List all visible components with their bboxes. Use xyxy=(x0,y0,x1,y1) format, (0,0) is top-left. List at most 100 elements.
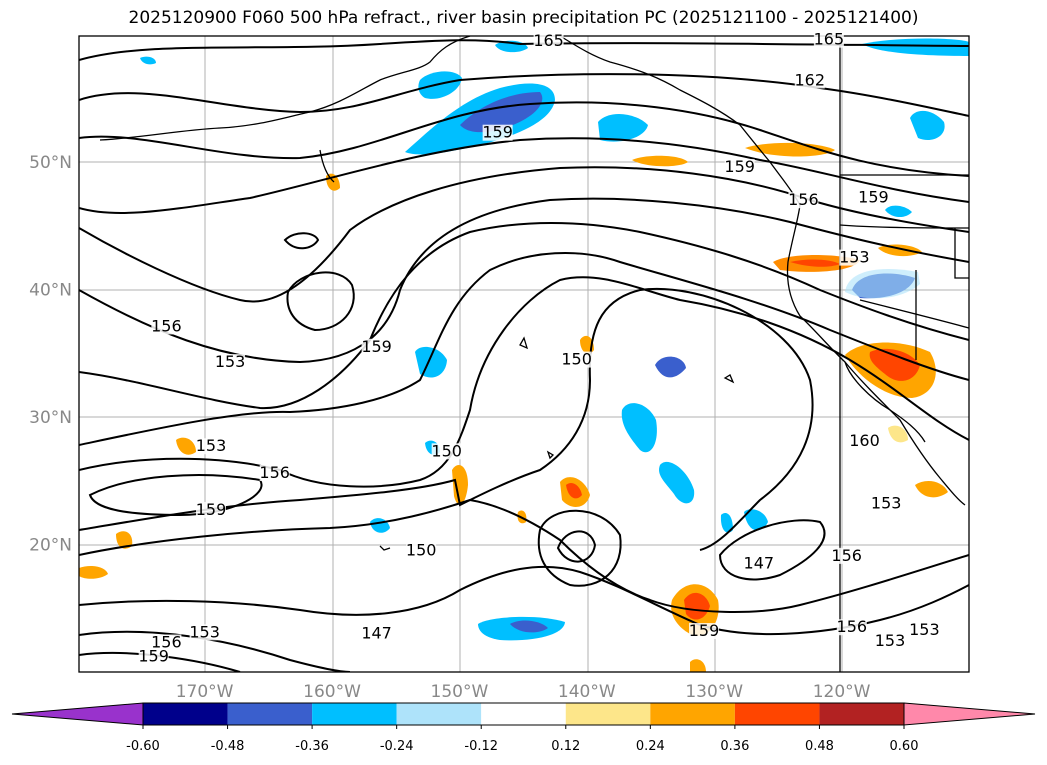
contour-label: 159 xyxy=(724,157,755,176)
contour-label-bg xyxy=(871,495,902,512)
negative-anomaly-bc xyxy=(910,110,945,141)
lat-label: 30°N xyxy=(29,408,72,428)
positive-anomaly-small-2 xyxy=(176,437,196,455)
positive-anomaly-small-4 xyxy=(79,566,108,579)
negative-anomaly-gulf-alaska-core xyxy=(460,92,543,133)
precip-anomaly-shading xyxy=(79,38,969,672)
contour-label-bg xyxy=(794,72,825,89)
contour-label: 156 xyxy=(831,546,862,565)
contour-label: 165 xyxy=(533,31,564,50)
contour-label-bg xyxy=(875,633,906,650)
positive-anomaly-small-8 xyxy=(690,659,706,672)
positive-anomaly-ca-baja-core xyxy=(869,348,920,381)
lon-label: 140°W xyxy=(558,682,616,702)
lon-label: 130°W xyxy=(685,682,743,702)
colorbar-tick-label: 0.36 xyxy=(720,739,749,754)
lon-label: 160°W xyxy=(303,682,361,702)
contour-label-bg xyxy=(839,249,870,266)
contour-label: 153 xyxy=(871,494,902,513)
positive-anomaly-idaho xyxy=(878,244,922,257)
contour-label: 156 xyxy=(151,316,182,335)
contour-label-bg xyxy=(361,338,392,355)
colorbar-segment xyxy=(734,703,820,725)
contour-label-bg xyxy=(151,318,182,335)
colorbar-segment xyxy=(481,703,566,725)
colorbar-tick-label: -0.48 xyxy=(211,739,245,754)
contour-label-bg xyxy=(195,501,226,518)
negative-anomaly-small-2 xyxy=(140,56,156,65)
negative-anomaly-north-pacific xyxy=(598,114,648,142)
contour-label-bg xyxy=(689,623,720,640)
positive-anomaly-small-6 xyxy=(888,425,908,443)
negative-anomaly-nevada-outer xyxy=(845,269,920,299)
positive-anomaly-south-1-core xyxy=(684,592,710,620)
refractivity-contours xyxy=(79,39,969,672)
positive-anomaly-central-2 xyxy=(452,465,468,505)
contour-label-bg xyxy=(858,189,889,206)
lon-label: 150°W xyxy=(431,682,489,702)
contour-label: 147 xyxy=(744,553,775,572)
contour-label-bg xyxy=(215,354,246,371)
colorbar-extend-high xyxy=(903,702,1036,726)
contour-label: 153 xyxy=(909,620,940,639)
colorbar-segment xyxy=(565,703,651,725)
colorbar-tick-label: -0.60 xyxy=(126,739,160,754)
negative-anomaly-hawaii-west xyxy=(370,518,390,533)
colorbar-tick-label: -0.24 xyxy=(380,739,414,754)
colorbar-segment xyxy=(227,703,313,725)
contour-label-bg xyxy=(533,32,564,49)
colorbar-extend-low xyxy=(11,702,144,726)
contour-label: 159 xyxy=(138,647,169,666)
contour-label: 159 xyxy=(482,123,513,142)
contour-label-bg xyxy=(724,159,755,176)
contour-label: 150 xyxy=(561,350,592,369)
contour-label: 156 xyxy=(837,617,868,636)
lon-label: 170°W xyxy=(176,682,234,702)
contour-label-bg xyxy=(138,648,169,665)
lat-label: 40°N xyxy=(29,281,72,301)
contour-label: 159 xyxy=(689,621,720,640)
contour-label-bg xyxy=(743,555,774,572)
colorbar-tick-label: 0.24 xyxy=(636,739,665,754)
negative-anomaly-idaho xyxy=(885,205,912,218)
contour-label-bg xyxy=(431,443,462,460)
contour-label: 159 xyxy=(858,188,889,207)
contour-label-bg xyxy=(561,351,592,368)
contour-label-bg xyxy=(189,624,220,641)
contour-label-bg xyxy=(788,192,819,209)
map-frame xyxy=(78,35,970,673)
contour-label: 150 xyxy=(406,541,437,560)
negative-anomaly-central-1 xyxy=(415,346,447,378)
contour-label-bg xyxy=(195,438,226,455)
colorbar-segment xyxy=(819,703,904,725)
contour-label-bg xyxy=(909,621,940,638)
contour-label: 153 xyxy=(189,622,220,641)
negative-anomaly-central-2 xyxy=(621,403,657,453)
positive-anomaly-ne-pacific xyxy=(632,155,688,167)
lat-label: 20°N xyxy=(29,536,72,556)
negative-anomaly-central-6 xyxy=(720,512,733,533)
contour-label-bg xyxy=(259,464,290,481)
contour-label: 153 xyxy=(875,631,906,650)
colorbar-segment xyxy=(396,703,482,725)
positive-anomaly-central-1-core xyxy=(566,483,582,499)
colorbar-tick-label: 0.60 xyxy=(890,739,919,754)
contour-label-bg xyxy=(482,124,513,141)
latitude-labels: 50°N 40°N 30°N 20°N xyxy=(29,153,72,555)
positive-anomaly-mexico xyxy=(915,480,948,498)
positive-anomaly-small-3 xyxy=(116,531,133,549)
contour-label-bg xyxy=(151,634,182,651)
contour-label-bg xyxy=(831,547,862,564)
negative-anomaly-south-core xyxy=(510,620,548,633)
contour-label: 160 xyxy=(849,431,880,450)
contour-label: 147 xyxy=(361,624,392,643)
colorbar-tick-label: -0.12 xyxy=(464,739,498,754)
contour-label: 165 xyxy=(814,30,845,49)
contour-label: 156 xyxy=(259,463,290,482)
negative-anomaly-ne-corner xyxy=(862,38,969,56)
contour-label: 162 xyxy=(794,70,825,89)
colorbar-segment xyxy=(650,703,735,725)
contour-label: 153 xyxy=(215,352,246,371)
